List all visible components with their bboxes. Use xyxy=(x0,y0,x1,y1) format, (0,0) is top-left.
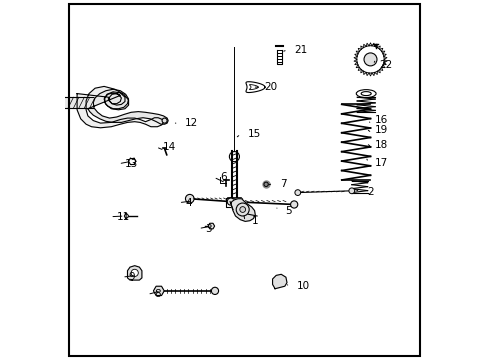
Polygon shape xyxy=(77,86,163,128)
Text: 2: 2 xyxy=(366,186,373,197)
Text: 18: 18 xyxy=(374,140,387,150)
Circle shape xyxy=(348,188,354,194)
Polygon shape xyxy=(124,214,128,218)
Circle shape xyxy=(294,190,300,195)
Text: 6: 6 xyxy=(220,172,226,182)
Text: 8: 8 xyxy=(153,289,160,300)
Circle shape xyxy=(227,198,234,205)
Text: 14: 14 xyxy=(162,142,175,152)
Text: 21: 21 xyxy=(294,45,307,55)
Polygon shape xyxy=(230,199,255,221)
Text: 19: 19 xyxy=(374,125,387,135)
Text: 13: 13 xyxy=(125,159,138,169)
Circle shape xyxy=(239,207,245,212)
Circle shape xyxy=(154,287,163,295)
Text: 10: 10 xyxy=(296,281,309,291)
Text: 1: 1 xyxy=(251,216,258,226)
Polygon shape xyxy=(208,223,214,229)
Circle shape xyxy=(131,269,138,276)
Circle shape xyxy=(185,194,194,203)
Polygon shape xyxy=(88,89,168,124)
Text: 3: 3 xyxy=(204,224,211,234)
Text: 15: 15 xyxy=(247,129,260,139)
Text: 12: 12 xyxy=(185,118,198,128)
Text: 5: 5 xyxy=(284,206,291,216)
Circle shape xyxy=(162,118,167,123)
Polygon shape xyxy=(153,286,164,296)
Circle shape xyxy=(211,287,218,294)
Text: 7: 7 xyxy=(279,179,286,189)
Text: 22: 22 xyxy=(379,60,392,70)
Text: 17: 17 xyxy=(374,158,387,168)
Polygon shape xyxy=(272,274,286,289)
Text: 4: 4 xyxy=(185,198,191,208)
Circle shape xyxy=(363,53,376,66)
Text: 11: 11 xyxy=(117,212,130,222)
Text: 9: 9 xyxy=(128,272,135,282)
Circle shape xyxy=(290,201,297,208)
Text: 20: 20 xyxy=(264,82,277,92)
Polygon shape xyxy=(127,266,142,280)
Text: 16: 16 xyxy=(374,114,387,125)
